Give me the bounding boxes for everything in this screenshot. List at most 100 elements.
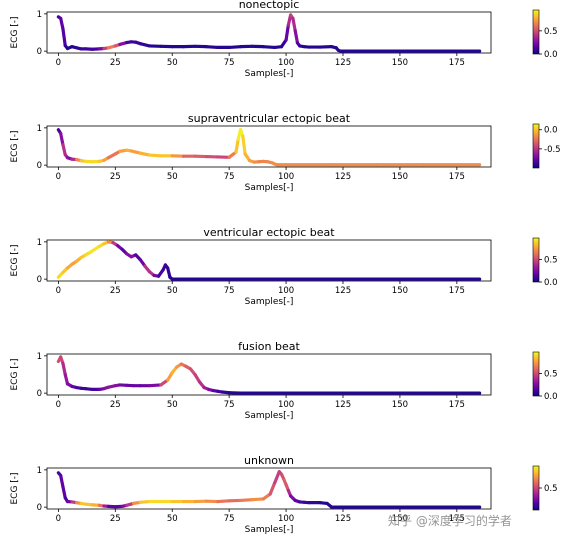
y-tick-label: 0 (37, 503, 42, 513)
x-tick-label: 50 (167, 514, 178, 524)
series-line (56, 13, 482, 53)
x-tick-label: 25 (110, 514, 121, 524)
colorbar (532, 351, 540, 397)
colorbar-tick-label: 0.5 (544, 484, 558, 494)
x-tick-label: 25 (110, 286, 121, 296)
y-tick-label: 1 (37, 124, 42, 134)
x-tick-label: 75 (224, 514, 235, 524)
x-tick-label: 75 (224, 286, 235, 296)
y-tick-label: 0 (37, 275, 42, 285)
line-segment (227, 45, 243, 50)
x-tick-label: 150 (392, 514, 408, 524)
subplot-3: fusion beat 0 25 50 75 100 125 150 175 0 1 Samples[… (10, 340, 558, 421)
x-axis-label: Samples[-] (245, 297, 294, 307)
line-segment (61, 143, 67, 157)
colorbar-tick-label: 0.0 (544, 278, 558, 288)
x-tick-label: 0 (56, 58, 61, 68)
colorbar-tick-label: 0.5 (544, 27, 558, 37)
x-tick-label: 75 (224, 400, 235, 410)
x-tick-label: 0 (56, 286, 61, 296)
line-segment (147, 153, 163, 158)
x-tick-label: 175 (449, 286, 465, 296)
x-tick-label: 125 (335, 58, 351, 68)
y-tick-label: 1 (37, 352, 42, 362)
y-axis-label: ECG [-] (10, 244, 20, 276)
x-tick-label: 125 (335, 400, 351, 410)
x-tick-label: 175 (449, 400, 465, 410)
line-segment (268, 481, 277, 496)
y-tick-label: 0 (37, 389, 42, 399)
line-segment (250, 497, 265, 502)
colorbar (532, 9, 540, 55)
plot-frame (46, 11, 492, 54)
x-tick-label: 150 (392, 58, 408, 68)
series-line (56, 355, 482, 395)
x-tick-label: 150 (392, 286, 408, 296)
x-axis-label: Samples[-] (245, 183, 294, 193)
x-tick-label: 100 (278, 172, 294, 182)
subplot-4: unknown 0 25 50 75 100 125 150 175 0 1 Samples[-] EC… (10, 454, 558, 535)
line-segment (59, 16, 65, 31)
line-segment (61, 485, 67, 500)
colorbar (532, 237, 540, 283)
chart-title: nonectopic (239, 0, 300, 11)
line-segment (59, 473, 65, 489)
series-line (56, 240, 482, 281)
x-axis-label: Samples[-] (245, 69, 294, 79)
colorbar (532, 465, 540, 511)
x-tick-label: 125 (335, 172, 351, 182)
x-tick-label: 125 (335, 286, 351, 296)
x-tick-label: 25 (110, 58, 121, 68)
x-tick-label: 175 (449, 58, 465, 68)
colorbar-tick-label: 0.0 (544, 50, 558, 60)
x-tick-label: 175 (449, 172, 465, 182)
y-tick-label: 0 (37, 47, 42, 57)
chart-title: unknown (244, 454, 294, 467)
chart-title: supraventricular ectopic beat (188, 112, 351, 125)
line-segment (261, 45, 277, 50)
x-tick-label: 50 (167, 400, 178, 410)
x-tick-label: 0 (56, 172, 61, 182)
colorbar (532, 123, 540, 169)
x-axis-label: Samples[-] (245, 411, 294, 421)
line-segment (284, 23, 290, 42)
x-tick-label: 50 (167, 172, 178, 182)
series-line (56, 470, 482, 509)
subplot-1: supraventricular ectopic beat 0 25 50 75 100 1… (10, 112, 561, 193)
x-tick-label: 0 (56, 514, 61, 524)
colorbar-tick-label: 0.0 (544, 392, 558, 402)
x-tick-label: 150 (392, 400, 408, 410)
series-line (56, 128, 482, 167)
chart-title: ventricular ectopic beat (203, 226, 335, 239)
y-tick-label: 1 (37, 238, 42, 248)
line-segment (273, 470, 281, 485)
x-axis-label: Samples[-] (245, 525, 294, 535)
line-segment (216, 499, 231, 504)
x-tick-label: 75 (224, 172, 235, 182)
colorbar-tick-label: 0.5 (544, 370, 558, 380)
line-segment (147, 383, 163, 388)
x-tick-label: 150 (392, 172, 408, 182)
line-segment (234, 137, 240, 154)
x-tick-label: 25 (110, 400, 121, 410)
x-tick-label: 100 (278, 58, 294, 68)
chart-title: fusion beat (238, 340, 300, 353)
y-tick-label: 1 (37, 466, 42, 476)
x-tick-label: 100 (278, 286, 294, 296)
y-axis-label: ECG [-] (10, 130, 20, 162)
line-segment (293, 29, 300, 45)
y-axis-label: ECG [-] (10, 16, 20, 48)
x-tick-label: 50 (167, 58, 178, 68)
x-tick-label: 0 (56, 400, 61, 410)
line-segment (61, 27, 67, 48)
watermark: 知乎 @深度学习的学者 (388, 514, 512, 528)
x-tick-label: 50 (167, 286, 178, 296)
x-tick-label: 175 (449, 514, 465, 524)
x-tick-label: 100 (278, 400, 294, 410)
y-axis-label: ECG [-] (10, 472, 20, 504)
colorbar-tick-label: -0.5 (544, 145, 561, 155)
y-axis-label: ECG [-] (10, 358, 20, 390)
line-segment (291, 16, 297, 33)
plot-frame (46, 467, 492, 510)
